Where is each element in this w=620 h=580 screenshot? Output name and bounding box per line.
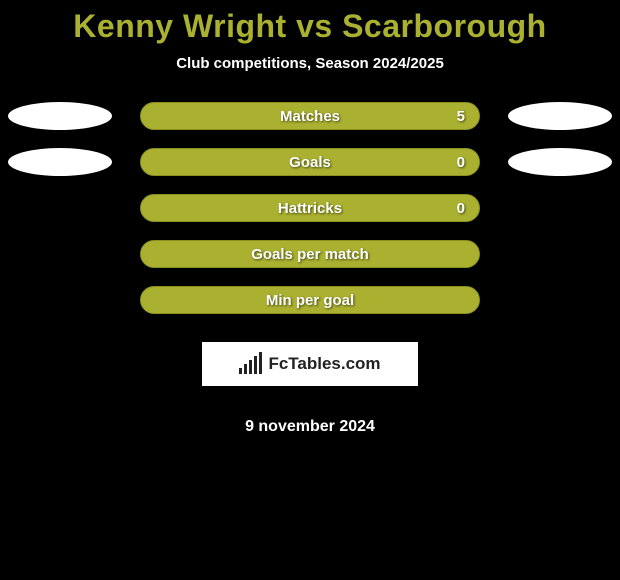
logo-bar-segment <box>259 352 262 374</box>
stat-row: Goals 0 <box>0 148 620 176</box>
stat-bar: Goals per match <box>140 240 480 268</box>
stat-bar: Min per goal <box>140 286 480 314</box>
stat-value: 0 <box>457 154 465 171</box>
ellipse-right <box>508 102 612 130</box>
stat-bar: Hattricks 0 <box>140 194 480 222</box>
stats-area: Matches 5 Goals 0 Hattricks 0 Goals per match M… <box>0 102 620 436</box>
stat-label: Min per goal <box>266 292 354 309</box>
logo-bar-segment <box>249 360 252 374</box>
stat-row: Min per goal <box>0 286 620 314</box>
bar-chart-icon <box>239 354 262 374</box>
stat-label: Matches <box>280 108 340 125</box>
logo-bar-segment <box>244 364 247 374</box>
stat-value: 0 <box>457 200 465 217</box>
stat-label: Hattricks <box>278 200 342 217</box>
stats-rows: Matches 5 Goals 0 Hattricks 0 Goals per match M… <box>0 102 620 314</box>
stat-label: Goals <box>289 154 331 171</box>
stat-bar: Goals 0 <box>140 148 480 176</box>
logo-bar-segment <box>239 368 242 374</box>
stat-row: Matches 5 <box>0 102 620 130</box>
subtitle: Club competitions, Season 2024/2025 <box>0 55 620 72</box>
main-container: Kenny Wright vs Scarborough Club competi… <box>0 0 620 436</box>
stat-label: Goals per match <box>251 246 369 263</box>
stat-row: Goals per match <box>0 240 620 268</box>
stat-bar: Matches 5 <box>140 102 480 130</box>
stat-row: Hattricks 0 <box>0 194 620 222</box>
ellipse-left <box>8 148 112 176</box>
logo-box: FcTables.com <box>202 342 418 386</box>
ellipse-right <box>508 148 612 176</box>
stat-value: 5 <box>457 108 465 125</box>
ellipse-left <box>8 102 112 130</box>
logo-text: FcTables.com <box>268 354 380 374</box>
logo-bar-segment <box>254 356 257 374</box>
page-title: Kenny Wright vs Scarborough <box>0 8 620 45</box>
date-text: 9 november 2024 <box>245 418 375 436</box>
